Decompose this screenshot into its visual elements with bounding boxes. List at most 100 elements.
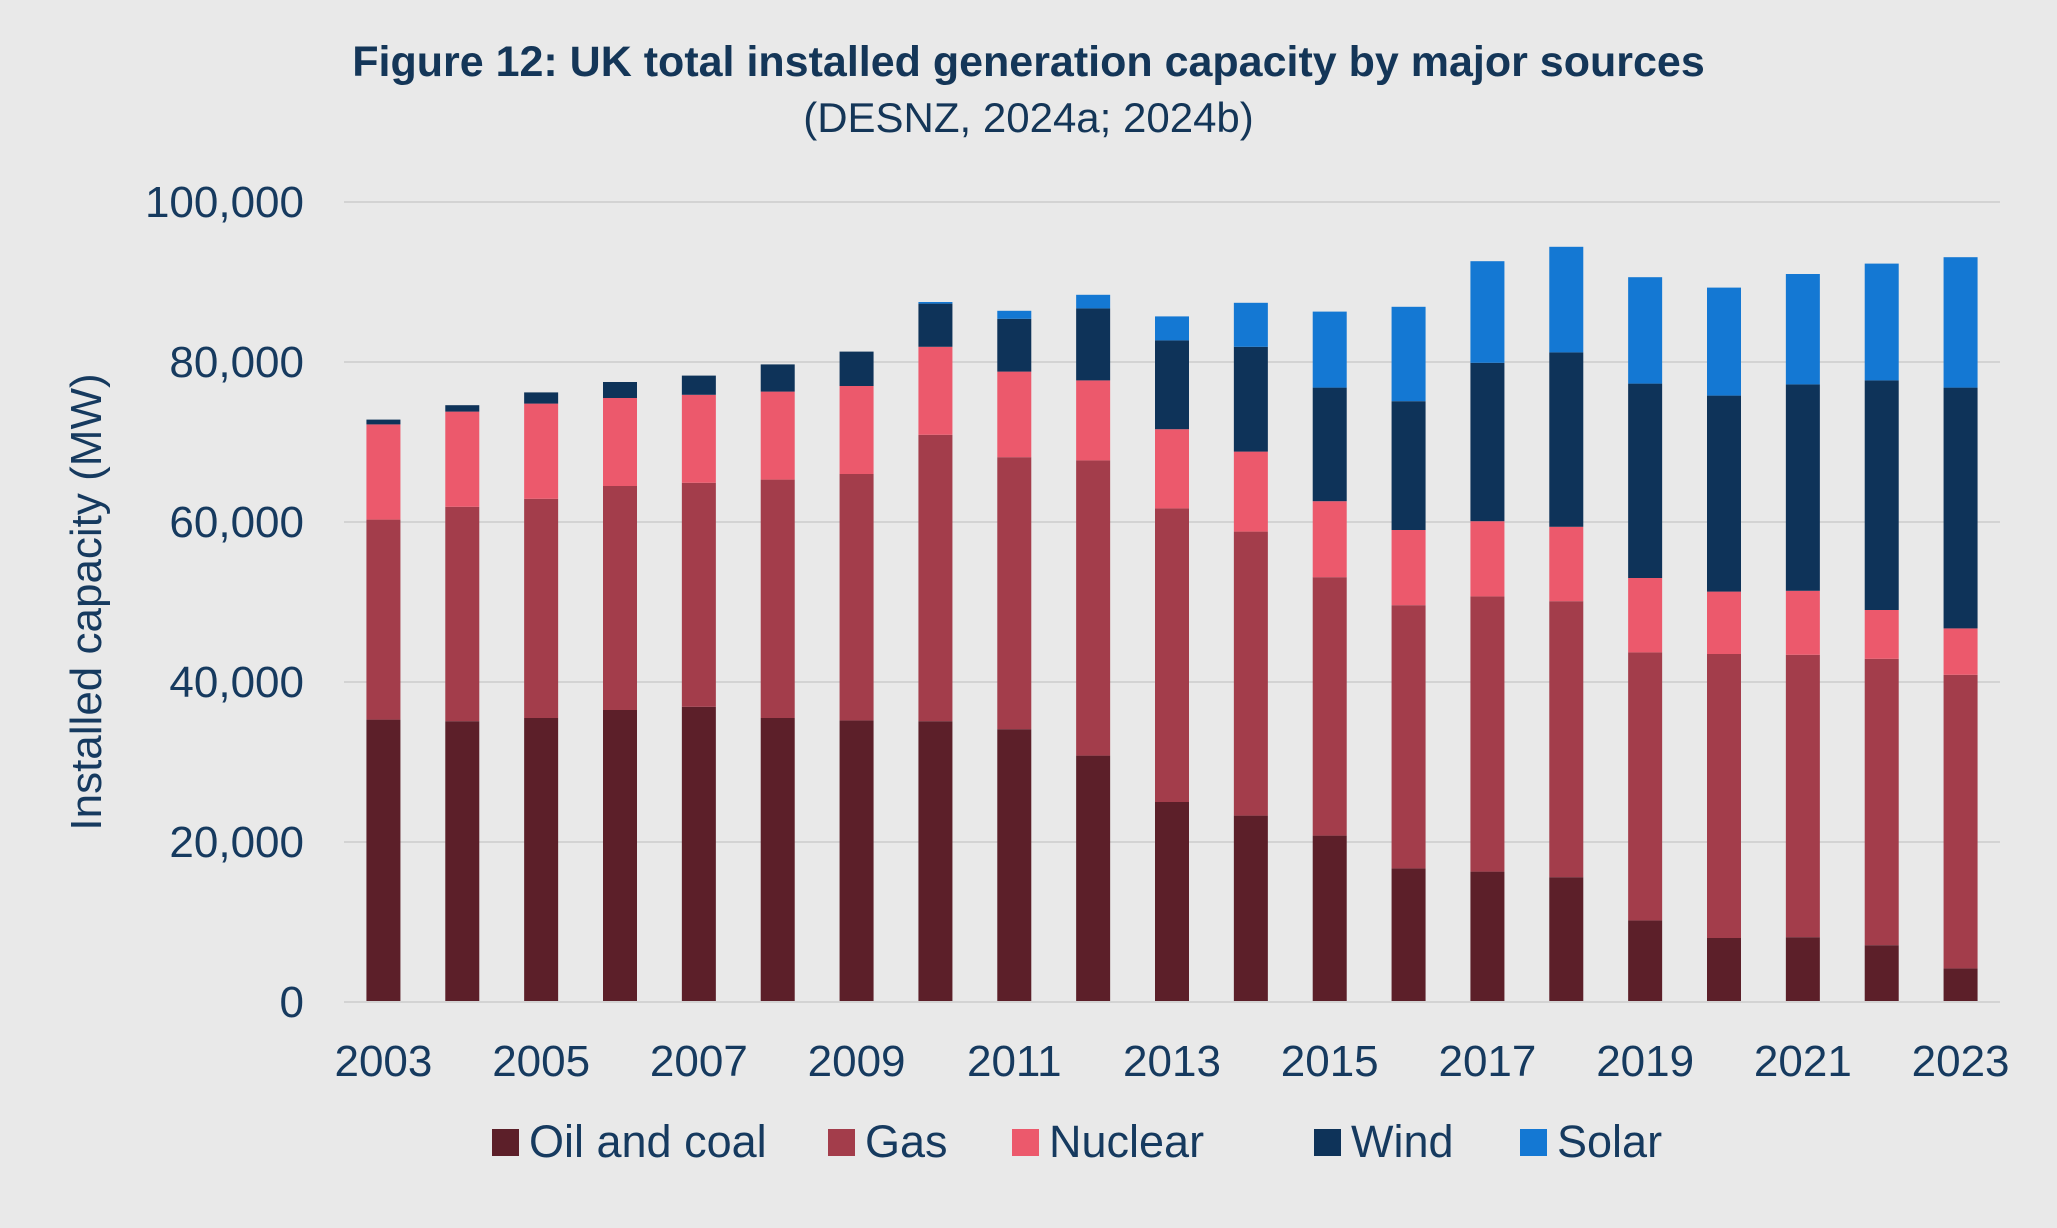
legend-swatch-nuclear bbox=[1012, 1129, 1039, 1156]
bar-wind-2003 bbox=[366, 419, 401, 425]
bar-gas-2004 bbox=[445, 506, 480, 722]
bar-gas-2010 bbox=[918, 434, 953, 722]
bar-oil-and-coal-2017 bbox=[1470, 871, 1505, 1002]
x-tick-label: 2007 bbox=[650, 1037, 748, 1086]
bar-oil-and-coal-2019 bbox=[1628, 920, 1663, 1002]
bar-solar-2011 bbox=[997, 310, 1032, 319]
bar-wind-2012 bbox=[1076, 308, 1111, 381]
legend-label-solar: Solar bbox=[1557, 1116, 1662, 1167]
bar-nuclear-2010 bbox=[918, 346, 953, 435]
bar-solar-2020 bbox=[1707, 287, 1741, 396]
bar-nuclear-2014 bbox=[1233, 451, 1268, 532]
chart-subtitle: (DESNZ, 2024a; 2024b) bbox=[803, 94, 1254, 141]
bar-nuclear-2018 bbox=[1549, 526, 1584, 602]
bar-wind-2016 bbox=[1391, 401, 1426, 530]
bar-wind-2009 bbox=[839, 351, 874, 386]
bar-nuclear-2009 bbox=[839, 386, 874, 474]
bar-wind-2004 bbox=[445, 405, 480, 412]
x-tick-label: 2005 bbox=[492, 1037, 590, 1086]
bar-nuclear-2004 bbox=[445, 411, 480, 507]
bar-gas-2021 bbox=[1785, 654, 1820, 938]
bar-oil-and-coal-2008 bbox=[760, 718, 795, 1002]
bar-wind-2022 bbox=[1864, 380, 1899, 610]
bar-solar-2023 bbox=[1943, 257, 1978, 388]
bar-gas-2008 bbox=[760, 479, 795, 718]
bar-solar-2012 bbox=[1076, 294, 1111, 309]
bar-solar-2017 bbox=[1470, 261, 1505, 363]
bar-oil-and-coal-2015 bbox=[1312, 835, 1347, 1002]
bar-oil-and-coal-2011 bbox=[997, 729, 1032, 1002]
bar-gas-2013 bbox=[1155, 508, 1189, 802]
bar-solar-2016 bbox=[1391, 306, 1426, 402]
bar-wind-2021 bbox=[1785, 384, 1820, 591]
y-tick-label: 0 bbox=[280, 978, 304, 1027]
bar-nuclear-2015 bbox=[1312, 501, 1347, 578]
bar-nuclear-2016 bbox=[1391, 530, 1426, 606]
bar-oil-and-coal-2004 bbox=[445, 721, 480, 1002]
bar-wind-2023 bbox=[1943, 387, 1978, 629]
bar-wind-2008 bbox=[760, 364, 795, 392]
bar-wind-2020 bbox=[1707, 395, 1741, 592]
bar-wind-2005 bbox=[524, 392, 559, 404]
legend-label-gas: Gas bbox=[865, 1116, 948, 1167]
bar-oil-and-coal-2020 bbox=[1707, 938, 1741, 1002]
bar-solar-2013 bbox=[1155, 316, 1189, 341]
bar-wind-2019 bbox=[1628, 383, 1663, 578]
legend-label-wind: Wind bbox=[1351, 1116, 1454, 1167]
bar-nuclear-2017 bbox=[1470, 521, 1505, 597]
bar-solar-2014 bbox=[1233, 302, 1268, 347]
bar-oil-and-coal-2006 bbox=[603, 710, 637, 1002]
bar-wind-2013 bbox=[1155, 340, 1189, 430]
bar-wind-2015 bbox=[1312, 387, 1347, 502]
bar-wind-2011 bbox=[997, 318, 1032, 372]
bar-gas-2020 bbox=[1707, 654, 1741, 938]
y-tick-label: 80,000 bbox=[169, 338, 304, 387]
legend-swatch-wind bbox=[1314, 1129, 1341, 1156]
y-tick-label: 100,000 bbox=[145, 178, 304, 227]
bar-nuclear-2011 bbox=[997, 371, 1032, 458]
bar-oil-and-coal-2010 bbox=[918, 721, 953, 1002]
x-tick-label: 2013 bbox=[1123, 1037, 1221, 1086]
bar-gas-2018 bbox=[1549, 601, 1584, 878]
x-tick-label: 2017 bbox=[1438, 1037, 1536, 1086]
legend-label-nuclear: Nuclear bbox=[1049, 1116, 1204, 1167]
bar-oil-and-coal-2022 bbox=[1864, 945, 1899, 1002]
x-tick-label: 2003 bbox=[334, 1037, 432, 1086]
bar-gas-2006 bbox=[603, 486, 637, 710]
x-tick-label: 2019 bbox=[1596, 1037, 1694, 1086]
bar-solar-2019 bbox=[1628, 277, 1663, 384]
bar-oil-and-coal-2021 bbox=[1785, 937, 1820, 1002]
bar-gas-2019 bbox=[1628, 652, 1663, 921]
bar-oil-and-coal-2013 bbox=[1155, 802, 1189, 1002]
chart-title: Figure 12: UK total installed generation… bbox=[352, 38, 1705, 86]
bar-gas-2009 bbox=[839, 474, 874, 721]
x-tick-label: 2023 bbox=[1912, 1037, 2010, 1086]
bar-nuclear-2003 bbox=[366, 424, 401, 520]
bar-nuclear-2006 bbox=[603, 398, 637, 486]
x-tick-label: 2015 bbox=[1281, 1037, 1379, 1086]
bar-gas-2017 bbox=[1470, 596, 1505, 872]
bar-nuclear-2022 bbox=[1864, 610, 1899, 659]
bar-oil-and-coal-2009 bbox=[839, 720, 874, 1002]
bar-gas-2012 bbox=[1076, 460, 1111, 756]
bar-gas-2023 bbox=[1943, 674, 1978, 969]
bar-oil-and-coal-2014 bbox=[1233, 815, 1268, 1002]
legend-label-oil-and-coal: Oil and coal bbox=[529, 1116, 767, 1167]
y-tick-label: 60,000 bbox=[169, 498, 304, 547]
bar-nuclear-2021 bbox=[1785, 590, 1820, 655]
bar-oil-and-coal-2005 bbox=[524, 718, 559, 1002]
bar-nuclear-2020 bbox=[1707, 591, 1741, 654]
bar-gas-2011 bbox=[997, 457, 1032, 730]
x-tick-label: 2021 bbox=[1754, 1037, 1852, 1086]
bar-nuclear-2005 bbox=[524, 403, 559, 499]
y-tick-label: 20,000 bbox=[169, 818, 304, 867]
bar-nuclear-2019 bbox=[1628, 578, 1663, 653]
bar-gas-2003 bbox=[366, 519, 401, 720]
y-tick-label: 40,000 bbox=[169, 658, 304, 707]
bar-gas-2022 bbox=[1864, 658, 1899, 946]
bar-solar-2015 bbox=[1312, 311, 1347, 388]
bar-nuclear-2023 bbox=[1943, 628, 1978, 675]
bar-oil-and-coal-2003 bbox=[366, 719, 401, 1002]
legend-swatch-gas bbox=[828, 1129, 855, 1156]
